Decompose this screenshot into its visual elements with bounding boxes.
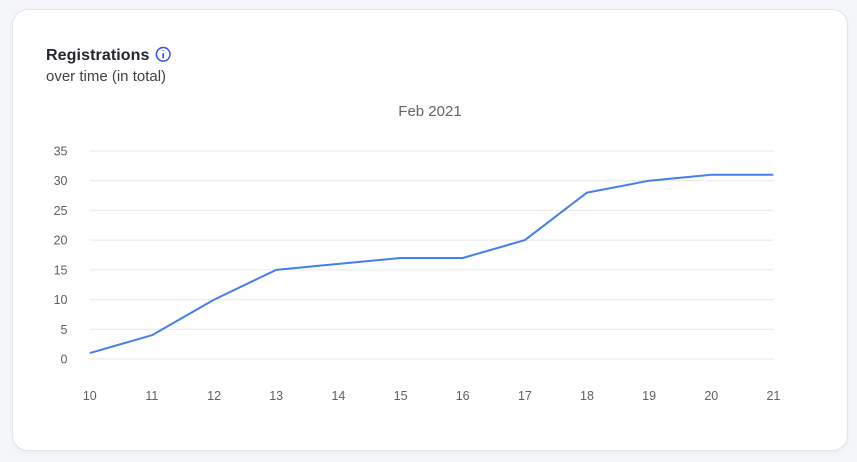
- svg-text:35: 35: [54, 145, 68, 159]
- svg-text:10: 10: [54, 293, 68, 307]
- svg-text:20: 20: [704, 389, 718, 403]
- svg-text:16: 16: [456, 389, 470, 403]
- svg-text:15: 15: [54, 263, 68, 277]
- svg-text:11: 11: [145, 389, 158, 403]
- svg-text:25: 25: [54, 204, 68, 218]
- svg-text:30: 30: [54, 174, 68, 188]
- svg-text:18: 18: [580, 389, 594, 403]
- svg-text:10: 10: [83, 389, 97, 403]
- svg-text:12: 12: [207, 389, 221, 403]
- svg-text:0: 0: [61, 353, 68, 367]
- svg-text:13: 13: [269, 389, 283, 403]
- svg-text:15: 15: [394, 389, 408, 403]
- svg-text:over time (in total): over time (in total): [46, 68, 166, 85]
- svg-text:Registrations: Registrations: [46, 47, 150, 64]
- svg-text:20: 20: [54, 234, 68, 248]
- svg-text:5: 5: [61, 323, 68, 337]
- svg-text:14: 14: [331, 389, 345, 403]
- svg-text:17: 17: [518, 389, 532, 403]
- svg-text:21: 21: [766, 389, 780, 403]
- svg-text:Feb 2021: Feb 2021: [398, 103, 461, 120]
- svg-text:19: 19: [642, 389, 656, 403]
